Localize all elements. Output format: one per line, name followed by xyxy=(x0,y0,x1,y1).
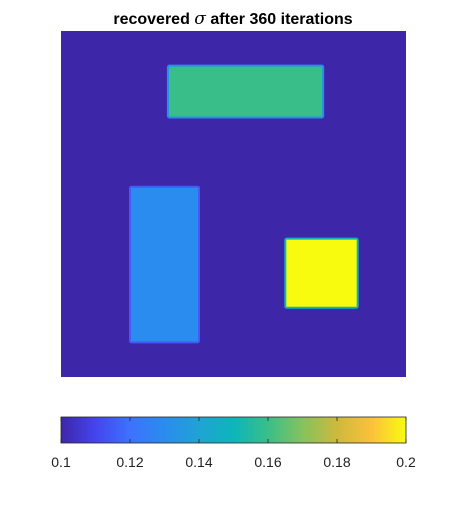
heatmap-region-2 xyxy=(129,185,200,344)
heatmap-regions xyxy=(129,64,359,344)
heatmap-region-1 xyxy=(166,64,325,119)
heatmap-region-3 xyxy=(284,237,359,309)
colorbar-tick-label: 0.14 xyxy=(185,454,212,470)
colorbar-tick-label: 0.18 xyxy=(323,454,350,470)
colorbar-tick-labels: 0.1 0.12 0.14 0.16 0.18 0.2 xyxy=(51,454,416,470)
colorbar: 0.1 0.12 0.14 0.16 0.18 0.2 xyxy=(51,416,416,470)
colorbar-tick-label: 0.1 xyxy=(51,454,71,470)
colorbar-frame xyxy=(60,416,407,444)
plot-area xyxy=(61,31,406,377)
chart-title: recovered σ after 360 iterations xyxy=(113,9,352,29)
title-sigma-symbol: σ xyxy=(194,9,206,29)
colorbar-tick-label: 0.2 xyxy=(396,454,416,470)
title-text-before: recovered xyxy=(113,11,194,28)
colorbar-tick-label: 0.16 xyxy=(254,454,281,470)
colorbar-tick-label: 0.12 xyxy=(116,454,143,470)
title-text-after: after 360 iterations xyxy=(206,11,353,28)
colorbar-gradient xyxy=(61,417,406,443)
